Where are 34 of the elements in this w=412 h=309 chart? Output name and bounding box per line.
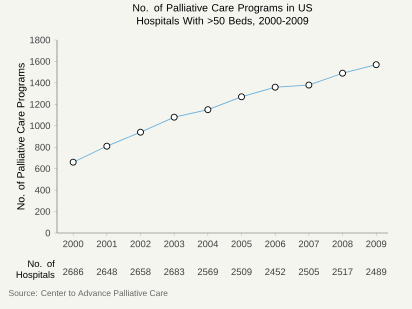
text: 2648	[96, 268, 117, 276]
y-tick-label: 0	[46, 230, 50, 236]
x-tick-label: 2005	[231, 240, 252, 248]
y-tick-label: 200	[35, 208, 50, 215]
text: 2509	[231, 268, 252, 276]
text: 2683	[164, 268, 184, 276]
text: 2686	[63, 268, 84, 276]
x-tick-label: 2006	[265, 240, 286, 248]
x-tick-label: 2002	[130, 240, 151, 248]
x-tick-label: 2000	[63, 240, 84, 248]
x-tick-label: 2003	[164, 240, 184, 248]
y-tick-label: 1600	[30, 58, 50, 65]
y-tick-label: 800	[35, 144, 50, 151]
text: 2517	[332, 268, 353, 276]
text: 2569	[198, 268, 218, 276]
source-note: Source: Center to Advance Palliative Care	[8, 290, 168, 296]
text: 2505	[298, 268, 320, 276]
x-tick-label: 2004	[198, 240, 218, 248]
x-tick-label: 2008	[332, 240, 353, 248]
y-tick-label: 400	[34, 186, 50, 194]
text: 2489	[366, 268, 386, 276]
y-tick-label: 600	[35, 165, 50, 172]
y-tick-label: 1000	[30, 122, 50, 130]
x-tick-label: 2007	[298, 240, 319, 248]
y-tick-label: 1200	[30, 100, 50, 108]
y-tick-label: 1400	[30, 80, 50, 86]
x-tick-label: 2009	[366, 240, 386, 248]
y-axis-title: No. of Palliative Care Programs	[16, 63, 27, 210]
x-tick-label: 2001	[96, 240, 117, 248]
y-tick-label: 1800	[30, 36, 50, 44]
text: No. of Hospitals	[16, 260, 55, 280]
chart-title: No. of Palliative Care Programs in US Hospitals With >50 Beds, 2000-2009	[133, 4, 312, 27]
text: 2658	[130, 268, 151, 276]
text: 2452	[265, 268, 286, 276]
